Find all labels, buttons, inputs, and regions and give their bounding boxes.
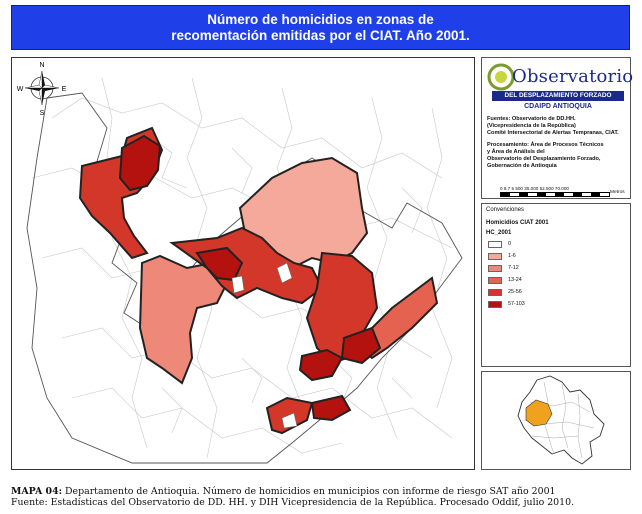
region-west[interactable] — [138, 254, 229, 385]
legend-item: 25-56 — [488, 289, 618, 297]
scale-unit: Metros — [610, 190, 625, 195]
legend-item: 1-6 — [488, 253, 618, 261]
scale-ticks: 0 8.7 5 500 35.000 52.500 70.000 — [500, 186, 569, 191]
logo-info-box: Observatorio DEL DESPLAZAMIENTO FORZADO … — [481, 57, 634, 199]
legend-box: Convenciones Homicidios CIAT 2001 HC_200… — [481, 203, 631, 367]
legend-label: 25-56 — [508, 289, 522, 295]
legend-swatch — [488, 301, 502, 308]
legend-swatch — [488, 277, 502, 284]
logo-org: CDAIPD ANTIOQUIA — [524, 103, 592, 110]
legend-section: Convenciones — [486, 207, 525, 213]
legend-label: 57-103 — [508, 301, 525, 307]
observatorio-logo-icon — [487, 63, 515, 91]
legend-label: 13-24 — [508, 277, 522, 283]
caption-line2: Fuente: Estadísticas del Observatorio de… — [11, 497, 575, 508]
antioquia-highlight — [525, 399, 553, 427]
processing-line4: Gobernación de Antioquia — [487, 163, 557, 169]
legend-swatch — [488, 241, 502, 248]
legend-item: 7-12 — [488, 265, 618, 273]
legend-item: 0 — [488, 241, 618, 249]
processing-line3: Observatorio del Desplazamiento Forzado, — [487, 156, 601, 162]
sources-line2: (Vicepresidencia de la República) — [487, 123, 576, 129]
caption-line1: MAPA 04: Departamento de Antioquia. Núme… — [11, 486, 631, 497]
sources-line3: Comité Intersectorial de Alertas Tempran… — [487, 130, 619, 136]
sources-line1: Fuentes: Observatorio de DD.HH. — [487, 116, 576, 122]
legend-item: 13-24 — [488, 277, 618, 285]
map-caption: MAPA 04: Departamento de Antioquia. Núme… — [11, 486, 631, 508]
scale-bar: 0 8.7 5 500 35.000 52.500 70.000 Metros — [488, 186, 626, 197]
legend-swatch — [488, 289, 502, 296]
processing-line1: Procesamiento: Área de Procesos Técnicos — [487, 142, 604, 148]
side-panel: Observatorio DEL DESPLAZAMIENTO FORZADO … — [481, 57, 634, 470]
department-outline — [26, 92, 463, 464]
legend-item: 57-103 — [488, 301, 618, 309]
processing-line2: y Área de Análisis del — [487, 149, 545, 155]
compass-s: S — [40, 110, 45, 117]
colombia-inset-map[interactable] — [481, 371, 631, 470]
legend-swatch — [488, 265, 502, 272]
main-map[interactable]: N S W E — [11, 57, 475, 470]
homicide-regions — [78, 126, 439, 435]
legend-swatch — [488, 253, 502, 260]
antioquia-map-svg: N S W E — [17, 62, 463, 464]
colombia-outline — [517, 375, 605, 465]
compass-n: N — [39, 62, 44, 69]
legend-label: 7-12 — [508, 265, 519, 271]
legend-field: HC_2001 — [486, 230, 512, 236]
region-south-island[interactable] — [298, 348, 344, 382]
legend-label: 0 — [508, 241, 511, 247]
legend-label: 1-6 — [508, 253, 516, 259]
caption-map-label: MAPA 04: — [11, 486, 63, 497]
compass-w: W — [17, 86, 24, 93]
colombia-inset-svg — [517, 375, 605, 465]
caption-line1-text: Departamento de Antioquia. Número de hom… — [62, 486, 556, 497]
compass-e: E — [62, 86, 67, 93]
logo-subtitle: DEL DESPLAZAMIENTO FORZADO — [492, 91, 624, 101]
logo-word: Observatorio — [512, 66, 634, 87]
region-south-east[interactable] — [310, 394, 352, 422]
region-north-urban[interactable] — [118, 134, 162, 192]
map-title: Número de homicidios en zonas de recomen… — [11, 5, 630, 50]
zero-value-areas — [231, 262, 298, 429]
legend-title: Homicidios CIAT 2001 — [486, 220, 549, 226]
map-title-line2: recomentación emitidas por el CIAT. Año … — [171, 27, 470, 43]
map-title-line1: Número de homicidios en zonas de — [207, 11, 434, 27]
scale-bar-graphic — [500, 192, 610, 197]
region-magdalena[interactable] — [340, 326, 382, 365]
compass-rose-icon: N S W E — [17, 62, 67, 117]
